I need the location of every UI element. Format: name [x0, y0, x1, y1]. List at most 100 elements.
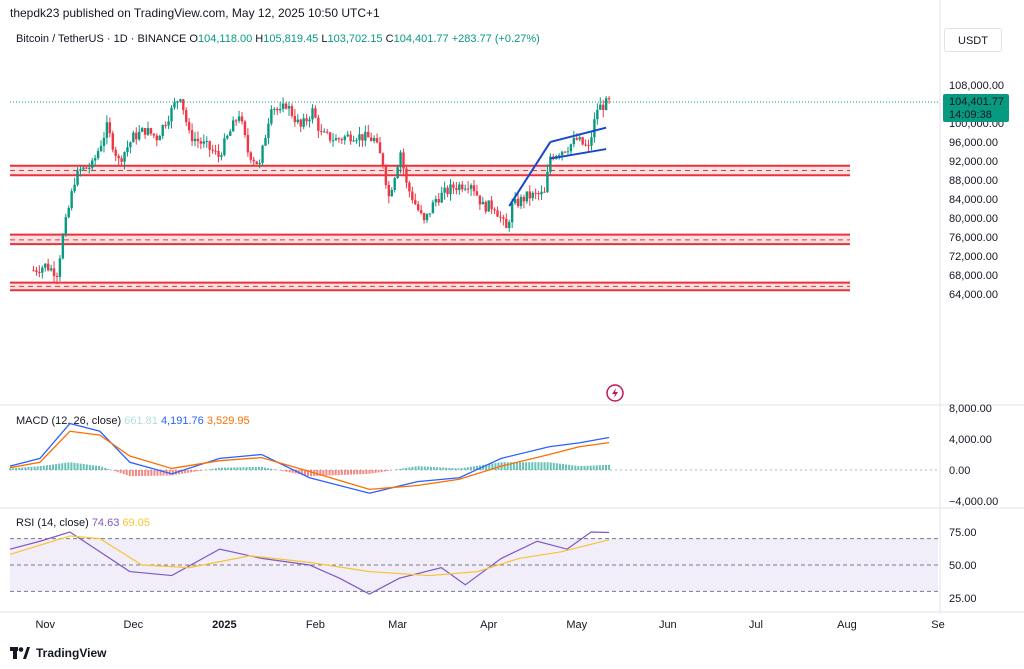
candle-body [182, 99, 185, 111]
macd-signal-value: 3,529.95 [206, 415, 250, 427]
macd-histogram-bar [217, 467, 220, 470]
high-value: 105,819.45 [263, 33, 319, 45]
macd-histogram-bar [27, 467, 30, 470]
tradingview-footer: TradingView [10, 646, 106, 660]
candle-body [502, 217, 505, 219]
candle-body [231, 120, 235, 132]
macd-histogram-bar [131, 470, 134, 477]
change-value: +283.77 (+0.27%) [451, 33, 540, 45]
macd-value: 4,191.76 [160, 415, 204, 427]
macd-histogram-bar [193, 470, 196, 472]
candle-body [237, 116, 241, 121]
candle-body [519, 196, 523, 206]
macd-histogram-bar [116, 470, 119, 473]
macd-histogram-bar [18, 467, 21, 470]
channel-impulse-line [508, 141, 552, 207]
candle-body [408, 182, 411, 192]
time-tick-label: Feb [306, 619, 325, 631]
candle-body [264, 137, 267, 146]
macd-histogram-bar [64, 462, 67, 470]
macd-histogram-bar [125, 470, 128, 476]
candle-body [343, 136, 346, 141]
candle-body [378, 142, 382, 154]
macd-histogram-bar [52, 464, 55, 470]
macd-histogram-bar [528, 462, 531, 470]
candle-body [475, 191, 479, 196]
macd-histogram-bar [239, 467, 242, 470]
candle-body [607, 98, 611, 100]
macd-histogram-bar [322, 470, 325, 476]
candle-body [82, 167, 85, 170]
price-tick-label: 76,000.00 [949, 232, 998, 244]
macd-histogram-bar [162, 470, 165, 476]
macd-histogram-bar [598, 465, 601, 470]
macd-histogram-bar [233, 467, 236, 470]
macd-histogram-bar [365, 470, 368, 474]
candle-body [328, 132, 332, 141]
macd-histogram-bar [503, 462, 506, 470]
macd-histogram-bar [95, 465, 98, 470]
macd-histogram-bar [199, 470, 202, 471]
candle-body [35, 270, 38, 272]
macd-histogram-bar [230, 467, 233, 470]
macd-histogram-bar [423, 466, 426, 470]
candle-body [255, 161, 258, 165]
candle-body [323, 131, 326, 133]
macd-histogram-bar [488, 464, 491, 470]
candle-body [443, 187, 446, 193]
macd-histogram-bar [368, 470, 371, 474]
candle-body [41, 267, 44, 273]
candle-body [364, 131, 367, 141]
candle-body [449, 184, 452, 195]
tradingview-brand: TradingView [36, 646, 107, 660]
candle-body [270, 109, 273, 124]
rsi-name: RSI (14, close) [16, 517, 89, 529]
macd-tick-label: 4,000.00 [949, 434, 992, 446]
candle-body [596, 109, 599, 120]
support-resistance-zone [10, 282, 850, 291]
candle-body [46, 263, 50, 271]
rsi-line [9, 531, 610, 595]
candle-body [179, 99, 182, 102]
candle-body [337, 138, 341, 140]
candle-body [375, 138, 379, 143]
low-value: 103,702.15 [327, 33, 383, 45]
macd-histogram-bar [214, 468, 217, 470]
price-tick-label: 84,000.00 [949, 194, 998, 206]
macd-histogram-bar [472, 466, 475, 470]
candle-body [358, 134, 361, 141]
candle-body [293, 115, 297, 123]
candle-body [220, 155, 223, 157]
macd-histogram-bar [251, 467, 254, 470]
macd-histogram-bar [374, 470, 377, 473]
candle-body [537, 193, 540, 195]
last-price-tag [943, 94, 1009, 122]
candle-body [123, 152, 126, 162]
candle-body [381, 153, 385, 167]
macd-histogram-bar [36, 466, 39, 470]
candle-body [525, 191, 529, 202]
macd-histogram-bar [263, 467, 266, 470]
lightning-icon [612, 388, 619, 398]
candle-body [305, 118, 308, 122]
channel-upper-line [550, 126, 607, 143]
macd-histogram-bar [220, 467, 223, 470]
macd-histogram-bar [574, 465, 577, 470]
macd-histogram-bar [518, 462, 521, 470]
macd-histogram-bar [267, 468, 270, 470]
candle-body [99, 145, 103, 152]
macd-histogram-bar [88, 464, 91, 470]
price-tick-label: 108,000.00 [949, 80, 1004, 92]
macd-histogram-bar [601, 465, 604, 470]
candle-body [91, 160, 94, 168]
support-resistance-zone [10, 234, 850, 245]
candle-body [246, 134, 250, 153]
candle-body [278, 109, 282, 111]
candle-body [546, 171, 549, 193]
macd-histogram-bar [208, 469, 211, 470]
candle-body [138, 131, 141, 140]
macd-histogram-bar [549, 462, 552, 470]
macd-histogram-bar [595, 465, 598, 470]
currency-button[interactable]: USDT [944, 28, 1002, 52]
